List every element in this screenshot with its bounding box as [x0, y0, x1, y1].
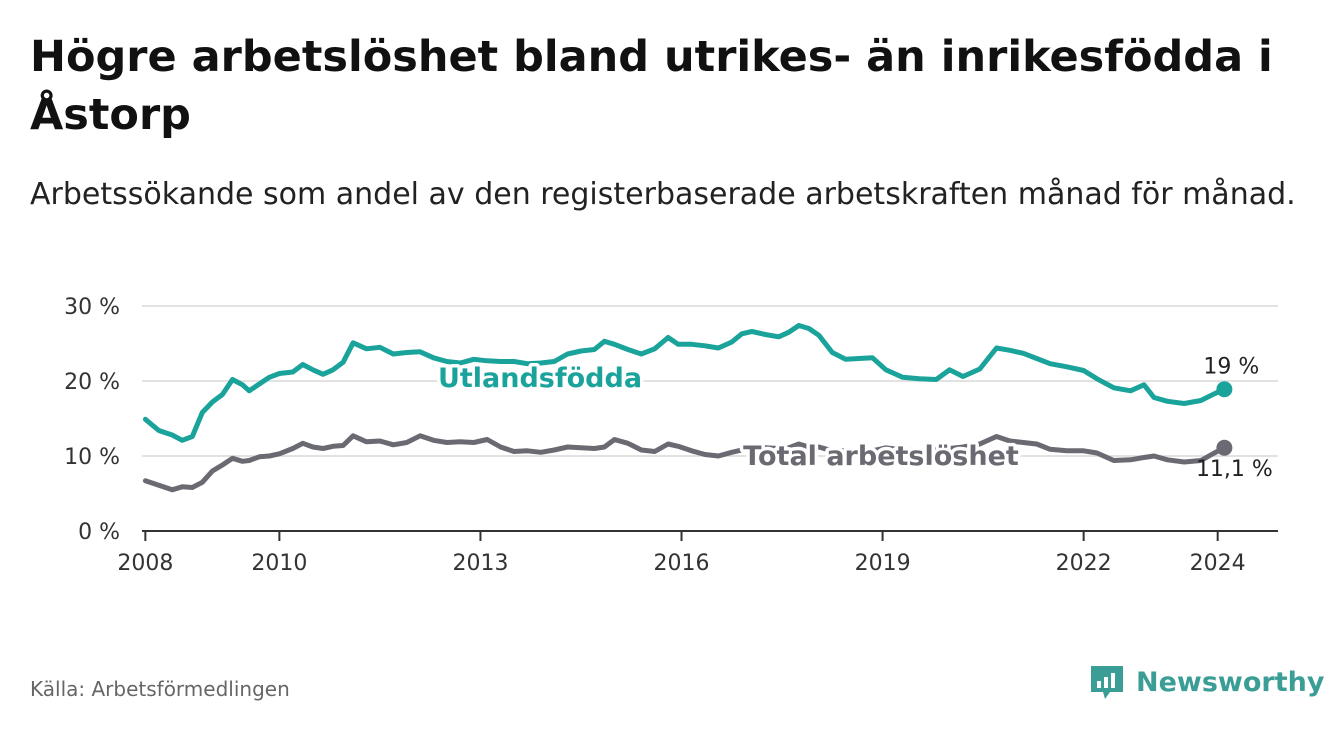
x-tick-label: 2010	[251, 551, 307, 576]
y-axis-ticks: 0 % 10 % 20 % 30 %	[64, 295, 120, 545]
gridlines	[142, 305, 1278, 457]
y-tick-label: 10 %	[64, 445, 120, 470]
end-point-total	[1216, 439, 1233, 456]
series-lines	[142, 323, 1227, 493]
end-point-utlandsfodda	[1216, 381, 1233, 398]
x-tick-label: 2019	[855, 551, 911, 576]
end-points	[1216, 381, 1233, 456]
bar-chart-icon	[1091, 666, 1123, 699]
source-note: Källa: Arbetsförmedlingen	[30, 677, 290, 701]
series-line-total	[142, 433, 1227, 493]
line-chart: 0 % 10 % 20 % 30 % 2008 2010 2013 2016 2019 2022…	[64, 295, 1278, 576]
end-label-utlandsfodda: 19 %	[1203, 354, 1259, 379]
chart-subtitle: Arbetssökande som andel av den registerb…	[30, 177, 1296, 212]
x-tick-label: 2008	[117, 551, 173, 576]
brand-name: Newsworthy	[1136, 666, 1325, 698]
series-label-total: Total arbetslöshet	[743, 441, 1019, 472]
brand-logo: Newsworthy	[1088, 660, 1324, 704]
series-label-utlandsfodda: Utlandsfödda	[438, 363, 642, 394]
x-tick-label: 2013	[452, 551, 508, 576]
x-tick-label: 2024	[1190, 551, 1246, 576]
x-tick-label: 2016	[654, 551, 710, 576]
end-label-total: 11,1 %	[1196, 457, 1273, 482]
x-axis: 2008 2010 2013 2016 2019 2022 2024	[117, 530, 1278, 576]
chart-title: Högre arbetslöshet bland utrikes- än inr…	[30, 32, 1273, 140]
series-line-utlandsfodda	[142, 323, 1227, 443]
y-tick-label: 0 %	[78, 520, 120, 545]
y-tick-label: 20 %	[64, 370, 120, 395]
series-labels: 19 % 11,1 % Utlandsfödda Total arbetslöshet	[434, 354, 1273, 482]
x-tick-label: 2022	[1056, 551, 1112, 576]
y-tick-label: 30 %	[64, 295, 120, 320]
